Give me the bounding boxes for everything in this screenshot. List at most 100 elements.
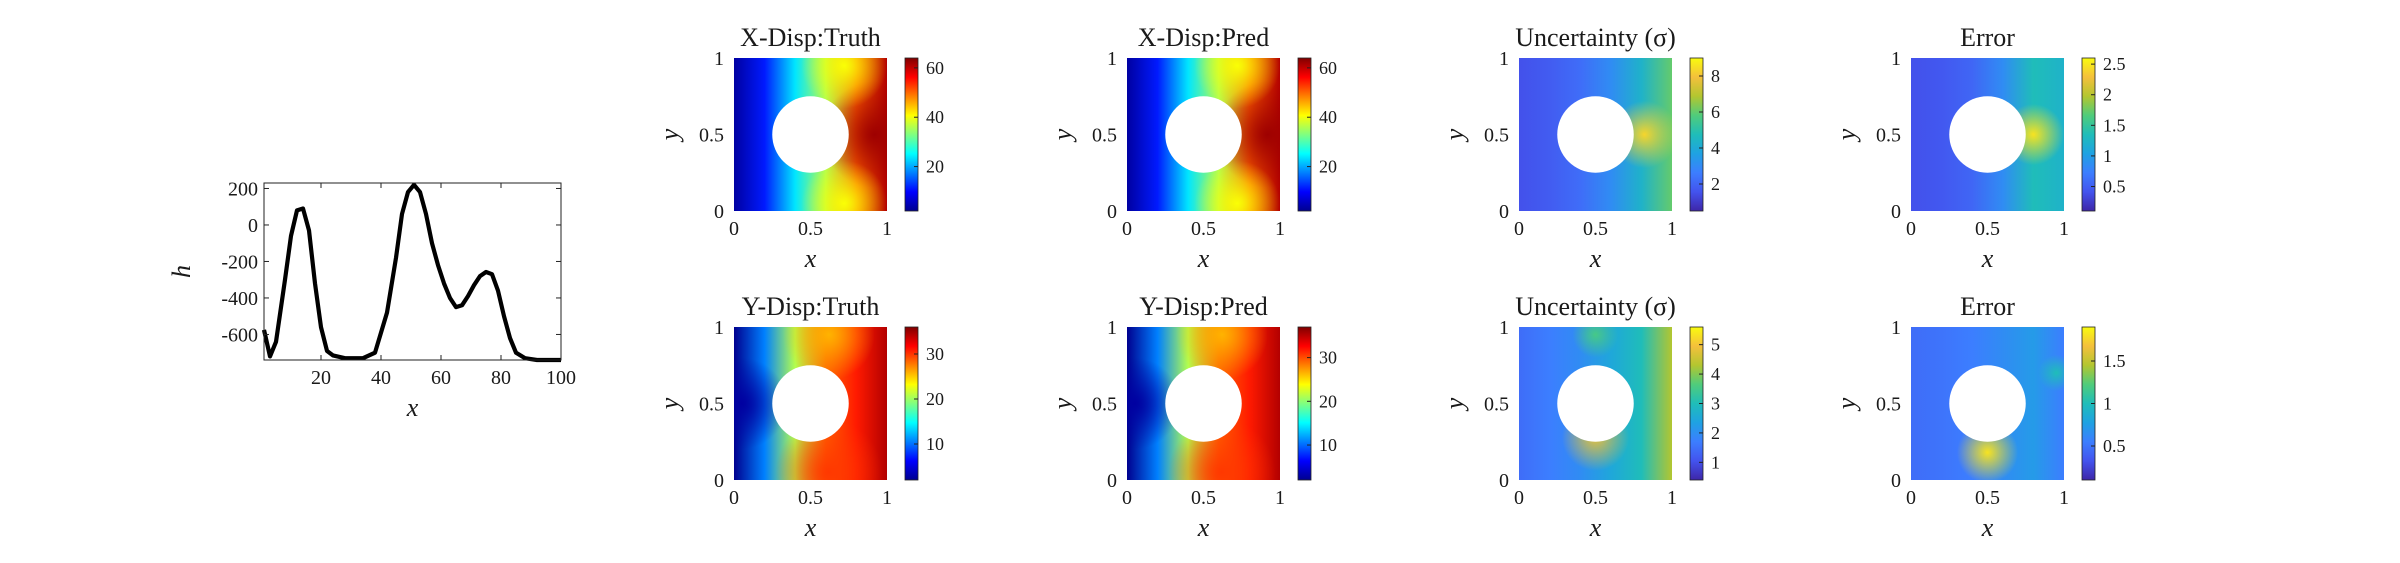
colorbar-tick-label: 2 <box>2103 85 2112 105</box>
colorbar-tick-label: 60 <box>926 58 944 78</box>
field-feature <box>1127 357 1181 450</box>
colorbar-tick-label: 3 <box>1711 394 1720 414</box>
y-axis-label: y <box>1832 397 1861 412</box>
y-tick-label: -400 <box>221 288 258 310</box>
y-axis-label: y <box>1832 128 1861 143</box>
panel-title: X-Disp:Truth <box>740 23 881 52</box>
y-tick-label: 0 <box>714 470 724 492</box>
y-tick-label: 0 <box>1891 201 1901 223</box>
colorbar <box>1297 57 1312 212</box>
x-tick-label: 1 <box>2059 218 2069 240</box>
y-tick-label: 1 <box>1891 317 1901 339</box>
y-tick-label: 0 <box>248 215 258 237</box>
y-tick-label: 0.5 <box>1484 394 1509 416</box>
field-feature <box>1194 58 1280 109</box>
colorbar-tick-label: 20 <box>1319 157 1337 177</box>
panel-title: Uncertainty (σ) <box>1515 292 1676 321</box>
y-tick-label: 0.5 <box>1876 394 1901 416</box>
panel-title: Y-Disp:Pred <box>1139 292 1268 321</box>
x-tick-label: 0.5 <box>1583 487 1608 509</box>
x-tick-label: 1 <box>882 218 892 240</box>
panel-title: X-Disp:Pred <box>1138 23 1269 52</box>
x-axis-label: x <box>406 393 419 422</box>
x-axis-label: x <box>1589 244 1602 273</box>
colorbar-tick-label: 10 <box>1319 435 1337 455</box>
hole <box>772 96 849 173</box>
x-tick-label: 100 <box>546 367 576 389</box>
x-tick-label: 0.5 <box>1191 218 1216 240</box>
x-axis-label: x <box>804 513 817 542</box>
heatmap-panel: Error 0 0.5 1 1 0.5 0 x y 1.5 1 0.5 <box>1832 292 2126 542</box>
colorbar-tick-label: 2.5 <box>2103 54 2126 74</box>
series-line <box>261 182 561 363</box>
field-feature <box>2037 354 2064 392</box>
colorbar-tick-label: 4 <box>1711 138 1720 158</box>
panel-title: Uncertainty (σ) <box>1515 23 1676 52</box>
colorbar-tick-label: 60 <box>1319 58 1337 78</box>
x-tick-label: 60 <box>431 367 451 389</box>
colorbar-tick-label: 10 <box>926 434 944 454</box>
y-tick-label: 1 <box>714 48 724 70</box>
hole <box>1165 365 1242 442</box>
y-tick-label: 1 <box>1107 317 1117 339</box>
x-tick-label: 1 <box>882 487 892 509</box>
y-tick-label: 0 <box>714 201 724 223</box>
colorbar-tick-label: 30 <box>926 344 944 364</box>
colorbar-tick-label: 5 <box>1711 335 1720 355</box>
colorbar-tick-label: 0.5 <box>2103 436 2126 456</box>
field-feature <box>734 357 788 450</box>
x-tick-label: 0 <box>1514 487 1524 509</box>
y-tick-label: 0 <box>1499 201 1509 223</box>
y-axis-label: h <box>167 265 196 278</box>
y-tick-label: 1 <box>1891 48 1901 70</box>
x-tick-label: 0 <box>1514 218 1524 240</box>
colorbar-tick-label: 1.5 <box>2103 351 2126 371</box>
colorbar-tick-label: 2 <box>1711 423 1720 443</box>
x-tick-label: 1 <box>1275 218 1285 240</box>
y-tick-label: 0.5 <box>699 394 724 416</box>
field-feature <box>801 160 887 211</box>
x-axis-label: x <box>1981 513 1994 542</box>
colorbar <box>904 326 919 481</box>
colorbar-tick-label: 1 <box>2103 146 2112 166</box>
x-tick-label: 0 <box>1906 487 1916 509</box>
field-feature <box>1572 327 1619 358</box>
hole <box>1557 96 1634 173</box>
y-tick-label: 0 <box>1107 470 1117 492</box>
heatmap-panel: Y-Disp:Truth 0 0.5 1 1 0.5 0 x y 30 20 10 <box>655 292 944 542</box>
x-tick-label: 0 <box>729 487 739 509</box>
panel-title: Error <box>1960 23 2015 52</box>
y-axis-label: y <box>1440 397 1469 412</box>
y-axis-label: y <box>1048 397 1077 412</box>
y-axis-label: y <box>655 397 684 412</box>
heatmap-panel: Uncertainty (σ) 0 0.5 1 1 0.5 0 x y 5 4 3 2 1 <box>1440 292 1720 542</box>
colorbar-tick-label: 1.5 <box>2103 115 2126 135</box>
x-tick-label: 80 <box>491 367 511 389</box>
x-axis-label: x <box>804 244 817 273</box>
x-tick-label: 0.5 <box>798 487 823 509</box>
line-chart-panel: 20 40 60 80 100 200 0 -200 -400 -600 x h <box>167 178 576 422</box>
colorbar-tick-label: 6 <box>1711 102 1720 122</box>
heatmap-panel: X-Disp:Pred 0 0.5 1 1 0.5 0 x y 60 40 20 <box>1048 23 1337 273</box>
y-axis-label: y <box>1048 128 1077 143</box>
colorbar-tick-label: 1 <box>1711 452 1720 472</box>
y-tick-label: 0.5 <box>1092 125 1117 147</box>
colorbar <box>904 57 919 212</box>
x-tick-label: 0.5 <box>1975 487 2000 509</box>
colorbar-tick-label: 20 <box>1319 391 1337 411</box>
x-axis-label: x <box>1981 244 1994 273</box>
x-axis-label: x <box>1589 513 1602 542</box>
hole <box>1949 365 2026 442</box>
y-tick-label: 0 <box>1499 470 1509 492</box>
x-tick-label: 1 <box>1667 218 1677 240</box>
y-tick-label: 1 <box>1499 317 1509 339</box>
x-tick-label: 20 <box>311 367 331 389</box>
x-tick-label: 1 <box>1275 487 1285 509</box>
heatmap-panel: Y-Disp:Pred 0 0.5 1 1 0.5 0 x y 30 20 10 <box>1048 292 1337 542</box>
panel-title: Error <box>1960 292 2015 321</box>
heatmap-panel: Uncertainty (σ) 0 0.5 1 1 0.5 0 x y 8 6 4 2 <box>1440 23 1720 273</box>
x-tick-label: 0.5 <box>1191 487 1216 509</box>
hole <box>772 365 849 442</box>
x-tick-label: 0 <box>1122 487 1132 509</box>
